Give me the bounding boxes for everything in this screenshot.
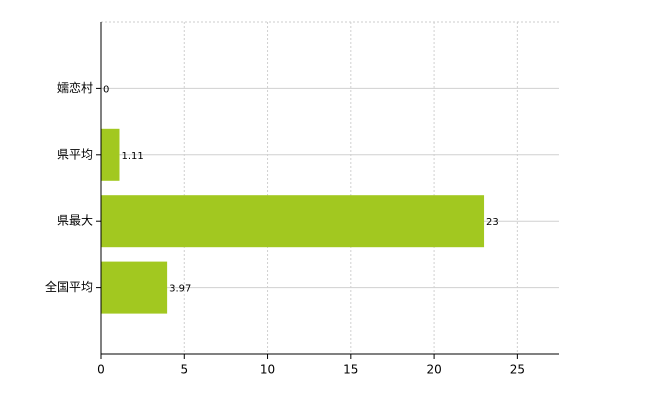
value-label: 1.11	[121, 151, 143, 162]
y-tick-label: 県平均	[57, 147, 93, 161]
x-tick-label: 25	[510, 363, 525, 377]
y-tick-label: 全国平均	[45, 279, 93, 294]
value-label: 23	[486, 217, 499, 228]
x-tick-label: 5	[180, 363, 188, 377]
value-label: 3.97	[169, 284, 191, 295]
x-tick-label: 20	[426, 363, 441, 377]
bar	[101, 128, 120, 181]
value-label: 0	[103, 84, 109, 95]
bar	[101, 195, 485, 248]
y-tick-label: 県最大	[57, 214, 93, 228]
bar	[101, 261, 168, 314]
y-tick-label: 嬬恋村	[57, 80, 93, 95]
x-tick-label: 15	[343, 363, 358, 377]
x-tick-label: 10	[260, 363, 275, 377]
x-tick-label: 0	[97, 363, 105, 377]
